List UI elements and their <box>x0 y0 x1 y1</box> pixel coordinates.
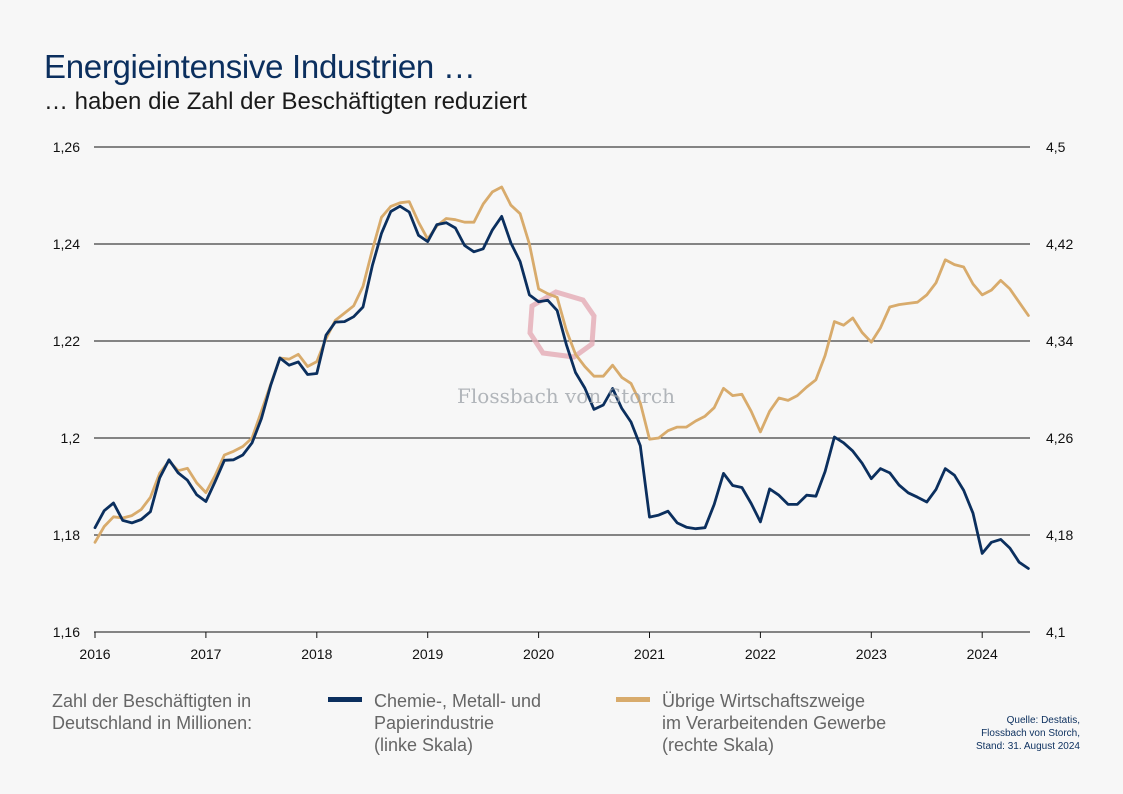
x-tick-label: 2019 <box>412 646 443 660</box>
source-line: Flossbach von Storch, <box>981 728 1080 739</box>
right-tick-label: 4,5 <box>1046 139 1066 155</box>
watermark-logo <box>527 289 597 360</box>
right-tick-label: 4,18 <box>1046 527 1073 543</box>
legend-line: (linke Skala) <box>374 735 474 755</box>
right-tick-label: 4,1 <box>1046 624 1066 640</box>
series-line-chemie <box>93 204 1030 570</box>
legend-line: Übrige Wirtschaftszweige <box>662 691 866 711</box>
chart-title: Energieintensive Industrien … <box>44 48 476 85</box>
right-tick-label: 4,42 <box>1046 236 1073 252</box>
left-tick-label: 1,26 <box>53 139 80 155</box>
legend-label-line-1: Zahl der Beschäftigten in <box>52 691 252 711</box>
left-axis-ticks: 1,16 1,18 1,2 1,22 1,24 1,26 <box>53 139 80 640</box>
x-tick-label: 2023 <box>856 646 887 660</box>
gridlines <box>94 146 1030 633</box>
legend-text-uebrige: Übrige Wirtschaftszweige im Verarbeitend… <box>662 690 886 756</box>
legend-line: Papierindustrie <box>374 713 495 733</box>
legend-line: (rechte Skala) <box>662 735 775 755</box>
x-tick-label: 2021 <box>634 646 665 660</box>
series-line-uebrige <box>93 185 1030 544</box>
chart-subtitle: … haben die Zahl der Beschäftigten reduz… <box>44 88 527 115</box>
left-tick-label: 1,24 <box>53 236 80 252</box>
source-note: Quelle: Destatis, Flossbach von Storch, … <box>976 714 1080 753</box>
legend-text-chemie: Chemie-, Metall- und Papierindustrie (li… <box>374 690 541 756</box>
legend-label: Zahl der Beschäftigten in Deutschland in… <box>52 690 252 734</box>
series-lines <box>93 185 1030 570</box>
legend-swatch-gold <box>616 697 650 702</box>
line-chart: 1,161,181,21,221,241,26 4,14,184,264,344… <box>53 139 1074 660</box>
legend-swatch-navy <box>328 697 362 702</box>
legend-label-line-2: Deutschland in Millionen: <box>52 713 253 733</box>
right-tick-label: 4,26 <box>1046 430 1073 446</box>
x-tick-label: 2020 <box>523 646 554 660</box>
x-tick-label: 2018 <box>301 646 332 660</box>
legend-line: Chemie-, Metall- und <box>374 691 542 711</box>
source-line: Stand: 31. August 2024 <box>976 741 1080 752</box>
left-tick-label: 1,16 <box>53 624 80 640</box>
right-tick-label: 4,34 <box>1046 333 1073 349</box>
legend-line: im Verarbeitenden Gewerbe <box>662 713 887 733</box>
left-tick-label: 1,22 <box>53 333 80 349</box>
source-line: Quelle: Destatis, <box>1006 715 1080 726</box>
x-tick-label: 2022 <box>745 646 776 660</box>
x-tick-label: 2024 <box>967 646 998 660</box>
left-tick-label: 1,2 <box>61 430 81 446</box>
right-axis-ticks: 4,1 4,18 4,26 4,34 4,42 4,5 <box>1046 139 1073 640</box>
x-axis-ticks: 2016 2017 2018 2019 2020 2021 2022 2023 2024 <box>79 632 998 660</box>
watermark-text: Flossbach von Storch <box>457 384 676 408</box>
x-tick-label: 2017 <box>190 646 221 660</box>
left-tick-label: 1,18 <box>53 527 80 543</box>
x-tick-label: 2016 <box>79 646 110 660</box>
